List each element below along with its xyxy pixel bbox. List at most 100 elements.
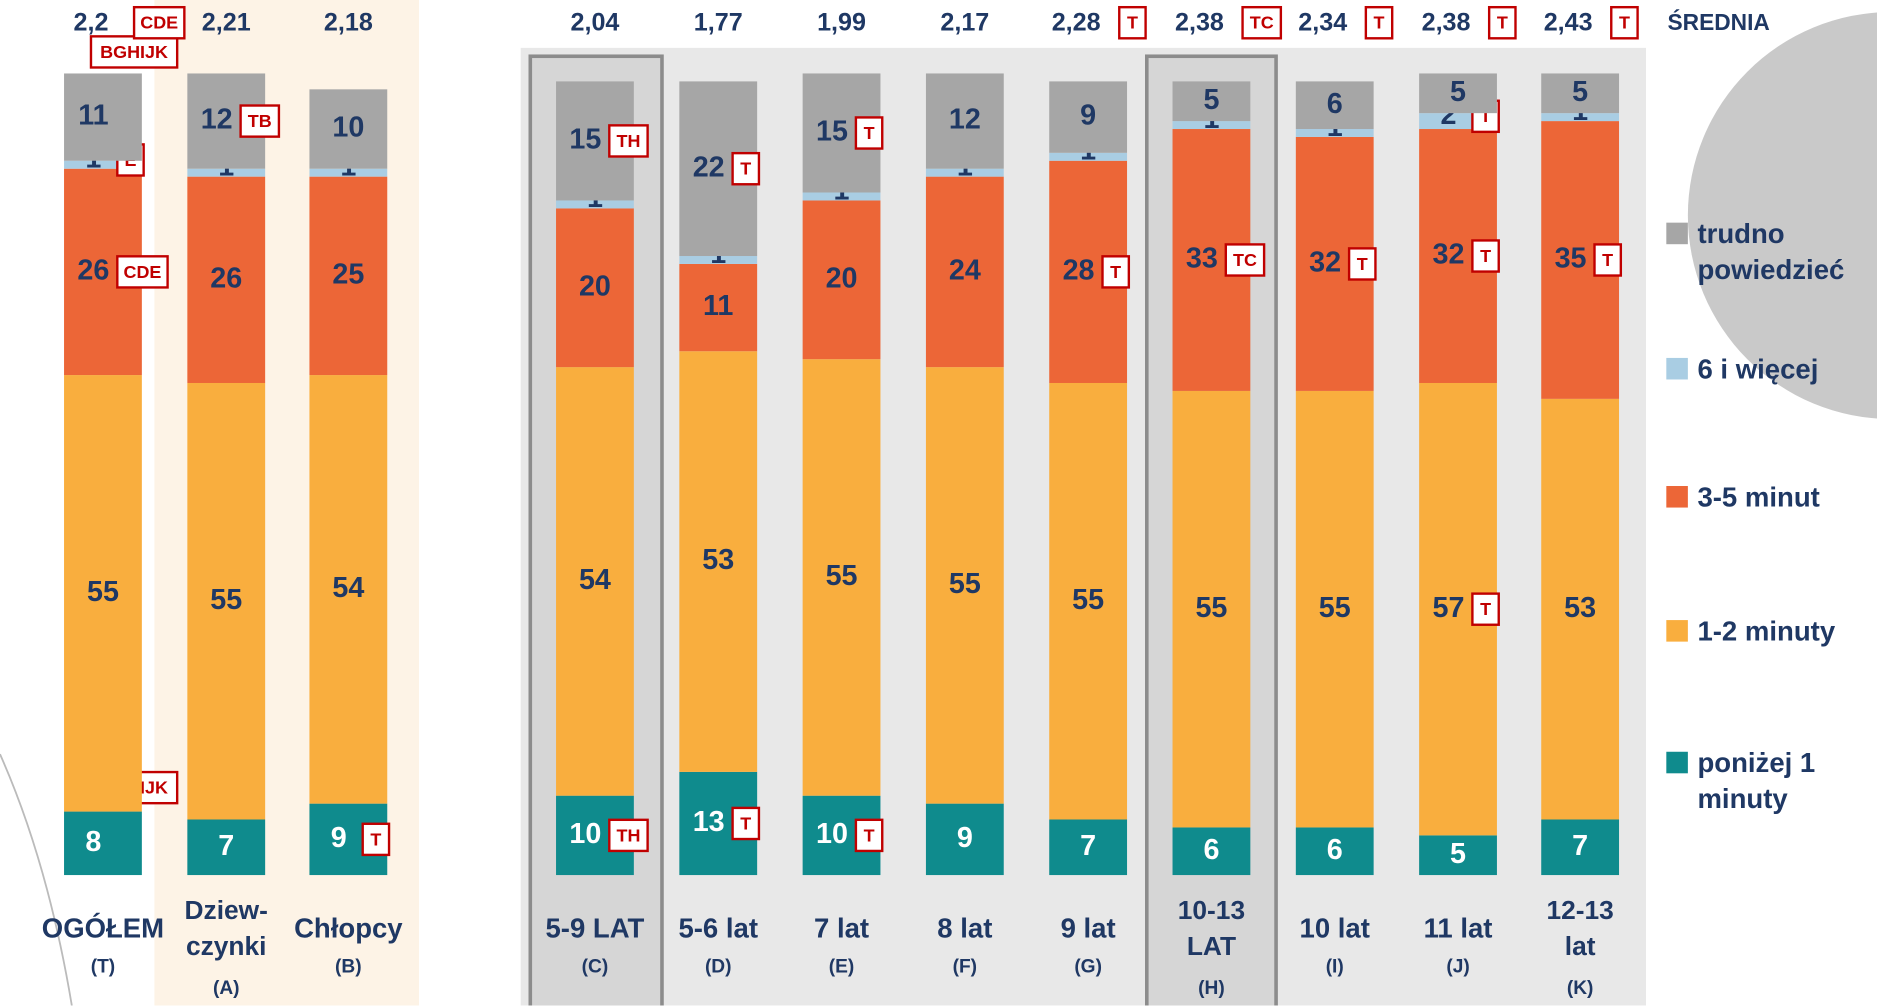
data-label: 55 xyxy=(826,560,858,592)
bar-segment xyxy=(556,367,634,796)
average-label: 2,38 xyxy=(1422,9,1471,37)
data-label: 25 xyxy=(332,258,364,290)
significance-marker xyxy=(89,35,179,69)
bar-segment xyxy=(64,160,142,169)
data-label: 5 xyxy=(1450,76,1466,108)
bar-segment xyxy=(925,367,1004,804)
significance-label: CDE xyxy=(124,262,162,282)
significance-label: T xyxy=(1480,106,1491,126)
bar-segment xyxy=(1541,819,1620,876)
data-label: 54 xyxy=(579,564,611,596)
group-code: (B) xyxy=(335,956,362,977)
category-label: OGÓŁEM xyxy=(42,912,164,943)
data-label: 6 xyxy=(1327,88,1343,120)
data-label: 54 xyxy=(332,572,364,604)
legend-swatch xyxy=(1666,357,1688,380)
average-label: 2,2 xyxy=(74,9,109,37)
significance-label: BGHIJK xyxy=(100,42,168,62)
data-label: 11 xyxy=(78,100,108,132)
significance-marker xyxy=(731,151,761,186)
significance-label: T xyxy=(864,825,875,845)
data-label: 55 xyxy=(1195,592,1227,624)
significance-label: T xyxy=(1127,13,1138,33)
bar-segment xyxy=(925,176,1004,368)
significance-label: TC xyxy=(1250,13,1274,33)
significance-label: T xyxy=(1480,246,1491,266)
group-code: (E) xyxy=(829,956,855,977)
data-label: 7 xyxy=(1080,830,1096,862)
bar-segment xyxy=(1541,113,1620,122)
legend-label: poniżej 1 minuty xyxy=(1697,746,1816,815)
legend-label: 1-2 minuty xyxy=(1697,615,1836,647)
group-code: (K) xyxy=(1567,978,1594,999)
data-label: 26 xyxy=(77,254,109,286)
bar-segment xyxy=(1172,121,1251,130)
bar-segment xyxy=(64,73,142,161)
data-label: 53 xyxy=(702,544,734,576)
data-label: 10 xyxy=(569,818,601,850)
group-code: (T) xyxy=(91,956,115,977)
legend-label: 6 i więcej xyxy=(1697,353,1819,385)
group-code: (D) xyxy=(705,956,732,977)
bar-segment xyxy=(309,168,388,177)
average-label: 2,38 xyxy=(1175,9,1224,37)
category-label: 5-6 lat xyxy=(678,912,758,943)
data-label: 10 xyxy=(332,112,364,144)
bar-segment xyxy=(64,375,142,812)
significance-marker xyxy=(1101,255,1131,289)
bar-segment xyxy=(679,256,758,264)
bar-segment xyxy=(925,168,1004,177)
data-label: 5 xyxy=(1203,84,1219,116)
significance-marker xyxy=(1241,5,1283,40)
data-label: 5 xyxy=(1450,838,1466,870)
data-label: 20 xyxy=(579,270,611,302)
bar-segment xyxy=(187,168,266,177)
bar-segment xyxy=(1049,81,1128,153)
significance-label: T xyxy=(740,813,751,833)
data-label: 9 xyxy=(331,822,347,854)
significance-marker xyxy=(1610,5,1639,40)
decoration xyxy=(1687,12,1877,419)
average-label: 1,77 xyxy=(694,9,743,37)
bar-segment xyxy=(187,176,266,383)
category-label: 8 lat xyxy=(937,912,992,943)
bar-segment xyxy=(1541,398,1620,820)
category-label: 9 lat xyxy=(1061,912,1116,943)
data-label: 8 xyxy=(85,826,101,858)
legend-swatch xyxy=(1666,620,1688,642)
significance-marker xyxy=(1471,239,1500,273)
category-label: 12-13 xyxy=(1546,895,1613,925)
average-label: 2,04 xyxy=(570,9,619,37)
bar-segment xyxy=(1172,827,1251,876)
category-label: Chłopcy xyxy=(294,912,403,943)
data-label: 55 xyxy=(949,568,981,600)
average-title: ŚREDNIA xyxy=(1668,9,1770,35)
bar-segment xyxy=(1419,835,1497,876)
bar-segment xyxy=(1295,390,1374,828)
data-label: 10 xyxy=(816,818,848,850)
data-label: 26 xyxy=(210,262,242,294)
significance-label: TB xyxy=(248,111,272,131)
category-label: lat xyxy=(1565,931,1596,961)
significance-label: T xyxy=(1602,250,1613,270)
significance-label: T xyxy=(740,159,751,179)
significance-label: T xyxy=(1110,262,1121,282)
bar-segment xyxy=(679,351,758,772)
significance-marker xyxy=(1364,5,1394,40)
bar-segment xyxy=(679,263,758,352)
category-label: 10-13 xyxy=(1178,895,1245,925)
significance-marker xyxy=(239,104,281,138)
category-label: 7 lat xyxy=(814,912,869,943)
significance-label: T xyxy=(370,829,381,849)
data-label: 55 xyxy=(1319,592,1351,624)
bar-segment xyxy=(1295,81,1374,130)
significance-marker xyxy=(854,818,884,853)
significance-marker xyxy=(1347,247,1377,281)
legend: poniżej 1 minuty 1-2 minuty 3-5 minut 6 i w… xyxy=(1664,0,1877,1006)
category-label: 11 lat xyxy=(1424,912,1493,943)
data-label: 33 xyxy=(1186,243,1218,275)
average-label: 2,17 xyxy=(940,9,989,37)
bar-segment xyxy=(309,176,388,376)
